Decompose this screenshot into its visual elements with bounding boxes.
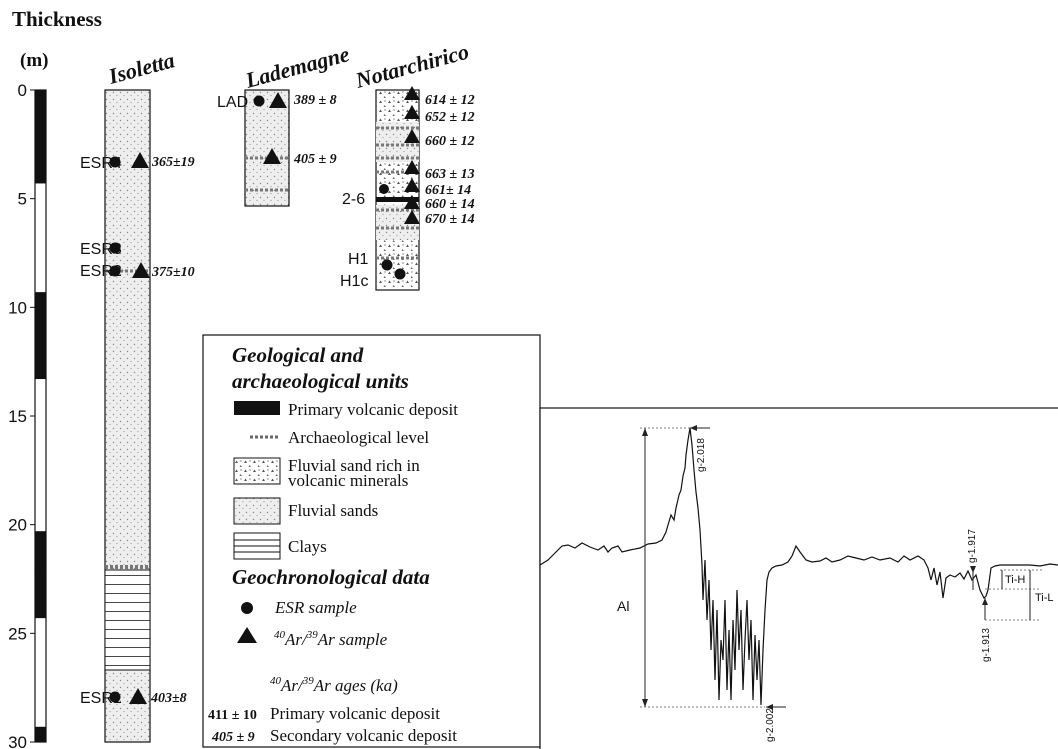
notarchirico-sample-label: H1 xyxy=(348,251,369,268)
isoletta-column xyxy=(104,89,151,743)
legend-item: Fluvial sand rich in xyxy=(288,456,420,475)
legend-primary-example: 411 ± 10 xyxy=(208,708,257,723)
ti-h-label: Ti-H xyxy=(1005,574,1025,586)
esr-spectrum-panel: Al g-2.018 g-2.002 g-1.917 g-1.913 Ti-H … xyxy=(539,407,1058,749)
ar-sample-marker xyxy=(404,178,420,192)
legend: Geological and archaeological units Prim… xyxy=(202,334,541,748)
notarchirico-age: 661± 14 xyxy=(425,183,471,198)
isoletta-age: 403±8 xyxy=(150,691,187,706)
legend-title: archaeological units xyxy=(232,369,409,393)
scale-band xyxy=(35,726,46,742)
scale-band xyxy=(35,531,46,573)
notarchirico-age: 660 ± 14 xyxy=(425,197,475,212)
notarchirico-age: 660 ± 12 xyxy=(425,134,475,149)
legend-swatch-fluvial-sands xyxy=(233,497,281,525)
esr-sample-marker xyxy=(109,265,121,277)
g-2018-label: g-2.018 xyxy=(696,438,707,472)
legend-item: volcanic minerals xyxy=(288,471,408,490)
scale-tick-label: 30 xyxy=(8,733,27,749)
notarchirico-age: 614 ± 12 xyxy=(425,93,475,108)
isoletta-title: Isoletta xyxy=(105,47,177,89)
ar-sample-marker xyxy=(131,152,149,168)
notarchirico-age: 652 ± 12 xyxy=(425,110,475,125)
lademagne-column xyxy=(244,89,290,207)
ar-sample-marker xyxy=(404,195,420,209)
ar-sample-marker xyxy=(129,688,147,704)
scale-tick-label: 5 xyxy=(18,190,27,209)
legend-ar-label: 40Ar/39Ar sample xyxy=(274,629,388,649)
ar-sample-marker xyxy=(269,92,287,108)
legend-secondary-text: Secondary volcanic deposit xyxy=(270,726,457,745)
esr-sample-marker xyxy=(109,691,121,703)
thickness-scale: 0 5 10 15 20 25 30 xyxy=(8,81,47,749)
legend-primary-text: Primary volcanic deposit xyxy=(270,704,440,723)
esr-spectrum-trace xyxy=(539,427,1058,706)
ar-sample-marker xyxy=(404,105,420,119)
scale-band xyxy=(35,572,46,619)
lademagne-title: Lademagne xyxy=(242,41,352,93)
notarchirico-age: 670 ± 14 xyxy=(425,212,475,227)
thickness-unit: (m) xyxy=(20,50,48,71)
esr-sample-marker xyxy=(381,259,393,271)
scale-band xyxy=(35,292,46,380)
esr-sample-marker xyxy=(394,268,406,280)
al-label: Al xyxy=(617,598,629,614)
scale-band xyxy=(35,90,46,184)
legend-swatch-volcanic-sand xyxy=(233,457,281,485)
legend-esr-symbol xyxy=(241,602,253,614)
notarchirico-level-label: 2-6 xyxy=(342,191,365,208)
scale-tick-label: 20 xyxy=(8,516,27,535)
esr-sample-marker xyxy=(109,242,121,254)
ar-sample-marker xyxy=(132,262,150,278)
legend-swatch-primary-volcanic xyxy=(234,401,280,415)
legend-item: Fluvial sands xyxy=(288,501,378,520)
ar-sample-marker xyxy=(404,160,420,174)
esr-sample-marker xyxy=(379,184,389,194)
lademagne-age: 389 ± 8 xyxy=(293,93,337,108)
isoletta-clay-layer xyxy=(104,569,151,671)
ar-sample-marker xyxy=(404,210,420,224)
ar-sample-marker xyxy=(404,86,420,100)
legend-secondary-example: 405 ± 9 xyxy=(211,730,255,745)
isoletta-age: 365±19 xyxy=(151,155,195,170)
g-2002-label: g-2.002 xyxy=(765,708,776,742)
legend-ages-title: 40Ar/39Ar ages (ka) xyxy=(270,675,398,695)
lademagne-age: 405 ± 9 xyxy=(293,152,337,167)
ar-sample-marker xyxy=(404,129,420,143)
notarchirico-title: Notarchirico xyxy=(352,39,472,93)
legend-geochron-title: Geochronological data xyxy=(232,565,430,589)
legend-ar-symbol xyxy=(237,627,257,643)
ti-l-label: Ti-L xyxy=(1035,592,1054,604)
notarchirico-primary-volcanic-layer xyxy=(376,197,419,202)
thickness-label: Thickness xyxy=(12,7,102,31)
notarchirico-age: 663 ± 13 xyxy=(425,167,475,182)
scale-tick-label: 15 xyxy=(8,407,27,426)
legend-item: Archaeological level xyxy=(288,428,429,447)
legend-item: Primary volcanic deposit xyxy=(288,400,458,419)
scale-tick-label: 25 xyxy=(8,624,27,643)
legend-esr-label: ESR sample xyxy=(274,598,357,617)
esr-sample-marker xyxy=(253,95,265,107)
legend-item: Clays xyxy=(288,537,327,556)
g-1917-label: g-1.917 xyxy=(967,529,978,563)
scale-frame xyxy=(34,89,47,743)
ar-sample-marker xyxy=(263,148,281,164)
isoletta-age: 375±10 xyxy=(151,265,195,280)
esr-sample-marker xyxy=(109,156,121,168)
notarchirico-sample-label: H1c xyxy=(340,273,368,290)
lademagne-sample-label: LAD xyxy=(217,94,248,111)
scale-tick-label: 10 xyxy=(8,298,27,317)
scale-tick-label: 0 xyxy=(18,81,27,100)
g-1913-label: g-1.913 xyxy=(981,628,992,662)
legend-title: Geological and xyxy=(232,343,364,367)
